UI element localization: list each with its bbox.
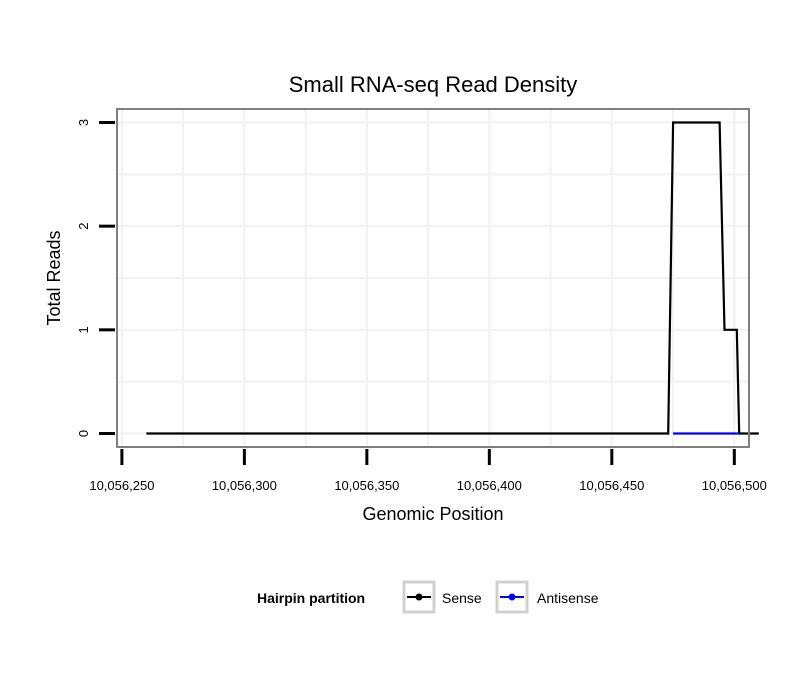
x-tick-label: 10,056,350 — [334, 478, 399, 493]
legend-key-sense-dot — [415, 593, 423, 601]
chart-title: Small RNA-seq Read Density — [289, 72, 578, 97]
y-tick-label: 0 — [76, 430, 91, 437]
y-tick-label: 3 — [76, 119, 91, 126]
y-axis-title: Total Reads — [44, 230, 64, 325]
x-tick-label: 10,056,500 — [702, 478, 767, 493]
y-tick-label: 2 — [76, 223, 91, 230]
series-layer — [146, 121, 759, 435]
legend-key-antisense-dot — [508, 593, 516, 601]
y-axis: 0 1 2 3 — [76, 119, 115, 437]
plot-border — [116, 108, 750, 448]
x-tick-label: 10,056,450 — [579, 478, 644, 493]
grid-lines — [117, 109, 749, 447]
x-tick-label: 10,056,300 — [212, 478, 277, 493]
series-line-sense — [146, 121, 759, 435]
legend-title: Hairpin partition — [257, 590, 365, 606]
legend: Hairpin partition Sense Antisense — [257, 580, 599, 614]
x-axis-title: Genomic Position — [362, 504, 503, 524]
x-tick-label: 10,056,250 — [89, 478, 154, 493]
legend-label-sense: Sense — [442, 590, 482, 606]
legend-label-antisense: Antisense — [537, 590, 599, 606]
y-tick-label: 1 — [76, 326, 91, 333]
x-tick-label: 10,056,400 — [457, 478, 522, 493]
x-axis: 10,056,250 10,056,300 10,056,350 10,056,400… — [89, 449, 767, 493]
